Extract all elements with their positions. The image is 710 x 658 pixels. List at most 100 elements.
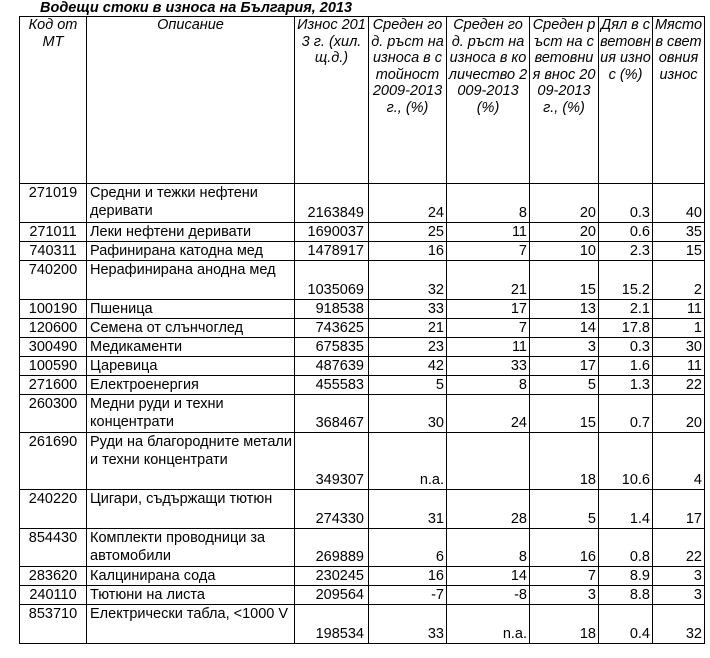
world-share-cell: 15.2 — [598, 260, 653, 300]
world-rank-cell: 3 — [652, 585, 705, 605]
header-value-growth: Среден год. ръст на износа в стойност 20… — [368, 16, 447, 184]
exports-cell: 487639 — [294, 356, 369, 376]
world-import-growth-cell: 15 — [529, 260, 599, 300]
world-share-cell: 0.6 — [598, 222, 653, 242]
quantity-growth-cell: 28 — [446, 489, 530, 529]
code-cell: 271011 — [19, 222, 87, 242]
value-growth-cell: 5 — [368, 375, 447, 395]
world-import-growth-cell: 16 — [529, 528, 599, 567]
code-cell: 283620 — [19, 566, 87, 586]
world-import-growth-cell: 14 — [529, 318, 599, 338]
quantity-growth-cell: n.a. — [446, 604, 530, 644]
world-share-cell: 10.6 — [598, 432, 653, 490]
exports-cell: 269889 — [294, 528, 369, 567]
world-import-growth-cell: 18 — [529, 432, 599, 490]
code-cell: 740311 — [19, 241, 87, 261]
quantity-growth-cell: 21 — [446, 260, 530, 300]
description-cell: Електрически табла, <1000 V — [86, 604, 295, 644]
table-row: 271600 Електроенергия 455583 5 8 5 1.3 22 — [19, 375, 705, 395]
table-row: 100190 Пшеница 918538 33 17 13 2.1 11 — [19, 299, 705, 319]
header-world-import-growth: Среден ръст на световния внос 2009-2013 … — [529, 16, 599, 184]
code-cell: 853710 — [19, 604, 87, 644]
header-row: Код от МТ Описание Износ 2013 г. (хил.щ.… — [19, 16, 705, 184]
description-cell: Пшеница — [86, 299, 295, 319]
quantity-growth-cell: 33 — [446, 356, 530, 376]
table-row: 260300 Медни руди и техни концентрати 3684… — [19, 394, 705, 433]
exports-cell: 1035069 — [294, 260, 369, 300]
world-share-cell: 17.8 — [598, 318, 653, 338]
value-growth-cell: 23 — [368, 337, 447, 357]
exports-cell: 209564 — [294, 585, 369, 605]
description-cell: Медни руди и техни концентрати — [86, 394, 295, 433]
exports-cell: 230245 — [294, 566, 369, 586]
table-row: 271011 Леки нефтени деривати 1690037 25 11 20… — [19, 222, 705, 242]
table-row: 240110 Тютюни на листа 209564 -7 -8 3 8.8 3 — [19, 585, 705, 605]
world-rank-cell: 2 — [652, 260, 705, 300]
world-import-growth-cell: 5 — [529, 375, 599, 395]
world-import-growth-cell: 3 — [529, 585, 599, 605]
value-growth-cell: 42 — [368, 356, 447, 376]
world-rank-cell: 35 — [652, 222, 705, 242]
world-share-cell: 1.3 — [598, 375, 653, 395]
value-growth-cell: 30 — [368, 394, 447, 433]
value-growth-cell: 33 — [368, 299, 447, 319]
exports-cell: 743625 — [294, 318, 369, 338]
exports-cell: 368467 — [294, 394, 369, 433]
table-row: 120600 Семена от слънчоглед 743625 21 7 14 17.… — [19, 318, 705, 338]
world-rank-cell: 40 — [652, 183, 705, 223]
table-row: 271019 Средни и тежки нефтени деривати 216… — [19, 183, 705, 223]
quantity-growth-cell: 11 — [446, 222, 530, 242]
world-share-cell: 1.6 — [598, 356, 653, 376]
code-cell: 100590 — [19, 356, 87, 376]
header-exports: Износ 2013 г. (хил.щ.д.) — [294, 16, 369, 184]
world-share-cell: 0.8 — [598, 528, 653, 567]
code-cell: 261690 — [19, 432, 87, 490]
description-cell: Електроенергия — [86, 375, 295, 395]
code-cell: 120600 — [19, 318, 87, 338]
description-cell: Нерафинирана анодна мед — [86, 260, 295, 300]
code-cell: 271019 — [19, 183, 87, 223]
world-rank-cell: 11 — [652, 356, 705, 376]
world-rank-cell: 32 — [652, 604, 705, 644]
world-rank-cell: 22 — [652, 375, 705, 395]
world-import-growth-cell: 18 — [529, 604, 599, 644]
quantity-growth-cell: 11 — [446, 337, 530, 357]
world-rank-cell: 30 — [652, 337, 705, 357]
table-row: 261690 Руди на благородните метали и техн… — [19, 432, 705, 490]
header-world-share: Дял в световния износ (%) — [598, 16, 653, 184]
table-row: 740311 Рафинирана катодна мед 1478917 16 7 10… — [19, 241, 705, 261]
description-cell: Комплекти проводници за автомобили — [86, 528, 295, 567]
description-cell: Цигари, съдържащи тютюн — [86, 489, 295, 529]
exports-cell: 675835 — [294, 337, 369, 357]
world-import-growth-cell: 10 — [529, 241, 599, 261]
description-cell: Царевица — [86, 356, 295, 376]
description-cell: Медикаменти — [86, 337, 295, 357]
description-cell: Калцинирана сода — [86, 566, 295, 586]
header-code: Код от МТ — [19, 16, 87, 184]
quantity-growth-cell: 8 — [446, 183, 530, 223]
code-cell: 260300 — [19, 394, 87, 433]
value-growth-cell: 16 — [368, 241, 447, 261]
exports-cell: 274330 — [294, 489, 369, 529]
quantity-growth-cell: 7 — [446, 318, 530, 338]
world-share-cell: 0.3 — [598, 337, 653, 357]
world-import-growth-cell: 20 — [529, 183, 599, 223]
exports-table: Код от МТ Описание Износ 2013 г. (хил.щ.… — [19, 16, 705, 644]
value-growth-cell: 24 — [368, 183, 447, 223]
value-growth-cell: n.a. — [368, 432, 447, 490]
description-cell: Рафинирана катодна мед — [86, 241, 295, 261]
world-import-growth-cell: 7 — [529, 566, 599, 586]
code-cell: 740200 — [19, 260, 87, 300]
value-growth-cell: 25 — [368, 222, 447, 242]
value-growth-cell: 33 — [368, 604, 447, 644]
code-cell: 300490 — [19, 337, 87, 357]
world-share-cell: 2.1 — [598, 299, 653, 319]
world-rank-cell: 20 — [652, 394, 705, 433]
world-share-cell: 8.8 — [598, 585, 653, 605]
table-row: 300490 Медикаменти 675835 23 11 3 0.3 30 — [19, 337, 705, 357]
exports-cell: 2163849 — [294, 183, 369, 223]
world-import-growth-cell: 5 — [529, 489, 599, 529]
quantity-growth-cell: 8 — [446, 528, 530, 567]
world-import-growth-cell: 17 — [529, 356, 599, 376]
value-growth-cell: 6 — [368, 528, 447, 567]
